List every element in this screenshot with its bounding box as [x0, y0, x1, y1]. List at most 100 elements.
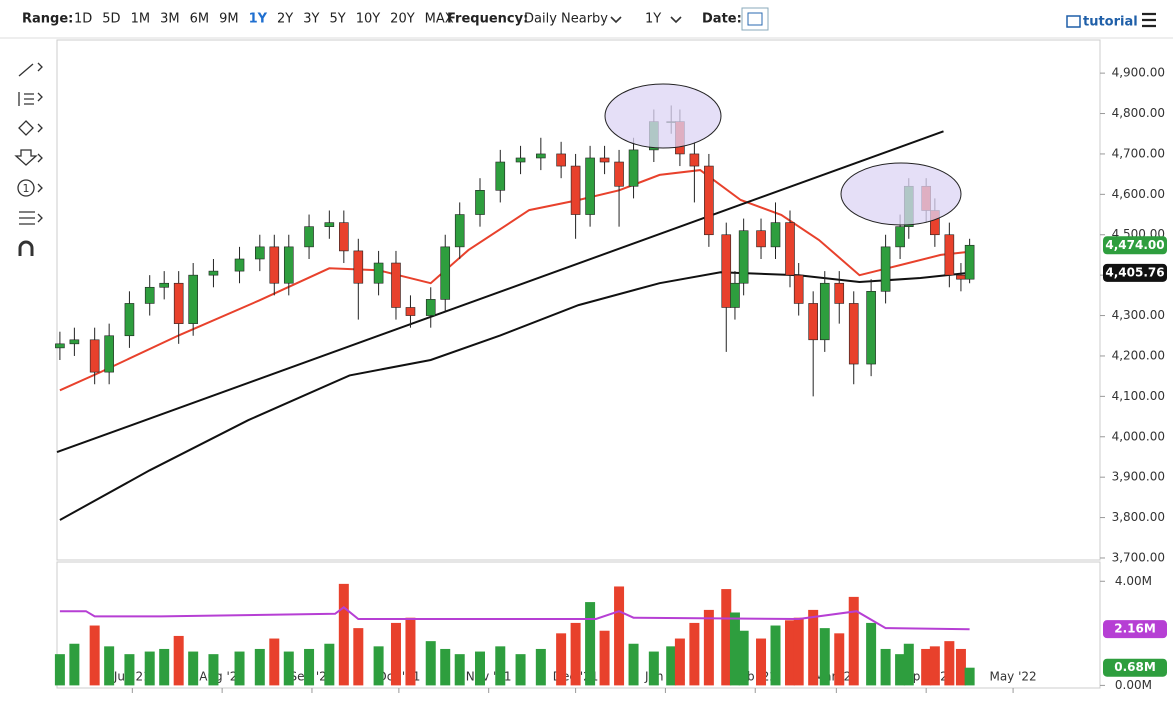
candle-body [353, 250, 364, 284]
volume-bar [689, 622, 700, 686]
volume-bar [440, 648, 451, 686]
candle-body [339, 222, 349, 252]
volume-bar [54, 654, 65, 686]
candle-body [159, 282, 169, 288]
volume-bar [495, 646, 506, 686]
y-tick-label: 4,900.00 [1112, 66, 1165, 80]
magnet-tool[interactable] [18, 240, 34, 256]
volume-bar [188, 651, 199, 686]
volume-bar [729, 612, 740, 686]
last-value-tag [1103, 263, 1167, 282]
volume-bar [738, 630, 749, 686]
y-tick-label: 0.00M [1115, 678, 1152, 692]
volume-bar [880, 648, 891, 686]
volume-bar [929, 646, 940, 686]
period-select[interactable]: 1Y [645, 12, 661, 27]
last-value-tag [1103, 236, 1167, 255]
menu-icon[interactable] [1142, 12, 1156, 28]
indicator-tool[interactable] [19, 183, 43, 225]
candle-body [866, 291, 876, 365]
candle-body [730, 282, 740, 308]
volume-bar [955, 648, 966, 686]
volume-bar [474, 651, 485, 686]
candle-body [373, 262, 384, 284]
volume-bar [770, 625, 781, 686]
candle-body [848, 303, 859, 365]
y-tick-label: 4,300.00 [1112, 308, 1165, 322]
volume-bar [848, 596, 859, 686]
candle-body [556, 153, 566, 167]
candle-body [391, 262, 401, 308]
dropdown-arrow [670, 16, 682, 24]
candle-body [124, 303, 135, 337]
range-button[interactable]: 5D [102, 12, 120, 27]
price-plot-frame [56, 39, 1101, 561]
toolbar: Range: Frequency: Daily Nearby 1Y Date: … [22, 7, 1156, 31]
volume-bar [159, 648, 170, 686]
line-series [59, 169, 970, 392]
candle-body [834, 282, 845, 304]
candle-body [614, 161, 624, 187]
candle-body [208, 270, 219, 276]
volume-bar [921, 648, 932, 686]
annotation-tool[interactable] [17, 179, 35, 197]
y-tick-label: 3,800.00 [1112, 510, 1165, 524]
range-button[interactable]: MAX [425, 12, 454, 27]
candle-body [738, 230, 749, 284]
range-button[interactable]: 6M [190, 12, 210, 27]
candle-body [785, 222, 795, 276]
candle-body [425, 299, 436, 316]
line-series [59, 606, 970, 631]
volume-bar [703, 609, 714, 686]
volume-bar [208, 654, 219, 686]
candle-body [808, 303, 818, 341]
volume-bar [964, 667, 975, 686]
volume-bar [454, 654, 465, 686]
candle-body [304, 226, 314, 248]
volume-bar [338, 583, 349, 686]
candle-body [495, 161, 506, 191]
top-highlight [840, 162, 962, 226]
range-button[interactable]: 1M [131, 12, 151, 27]
volume-bar [944, 641, 955, 686]
volume-bar [793, 617, 804, 686]
volume-plot-frame [56, 561, 1101, 689]
annotation-icon-digit: 1 [23, 182, 30, 195]
volume-bar [234, 651, 245, 686]
shape-tool[interactable] [18, 120, 43, 136]
range-button[interactable]: 1Y [249, 12, 268, 27]
candle-body [819, 282, 830, 341]
candle-body [721, 234, 732, 308]
range-button[interactable]: 3Y [303, 12, 319, 27]
candle-body [628, 149, 639, 187]
tutorial-link[interactable]: tutorial [1083, 15, 1138, 30]
date-button[interactable] [741, 7, 769, 31]
volume-bar [756, 638, 767, 686]
range-button[interactable]: 9M [219, 12, 239, 27]
candle-body [944, 234, 955, 276]
volume-bar [390, 622, 401, 686]
range-button[interactable]: 5Y [329, 12, 345, 27]
fib-tool[interactable] [18, 92, 43, 106]
range-button[interactable]: 10Y [356, 12, 381, 27]
range-button[interactable]: 3M [160, 12, 180, 27]
candle-body [704, 165, 714, 236]
candle-body [269, 246, 280, 284]
line-tool[interactable] [18, 62, 43, 77]
volume-bar [585, 602, 596, 686]
volume-bar [324, 643, 335, 686]
candle-body [89, 339, 100, 373]
candle-body [895, 226, 905, 248]
range-button[interactable]: 1D [74, 12, 92, 27]
y-tick-label: 4,200.00 [1112, 348, 1165, 362]
volume-bar [254, 648, 265, 686]
range-button[interactable]: 20Y [390, 12, 415, 27]
volume-bar [373, 646, 384, 686]
arrow-tool[interactable] [14, 149, 43, 166]
y-tick-label: 4,700.00 [1112, 146, 1165, 160]
candle-body [880, 246, 891, 292]
frequency-select[interactable]: Daily Nearby [524, 12, 608, 27]
last-value-tag [1103, 658, 1167, 677]
range-button[interactable]: 2Y [277, 12, 293, 27]
candle-body [55, 343, 65, 349]
